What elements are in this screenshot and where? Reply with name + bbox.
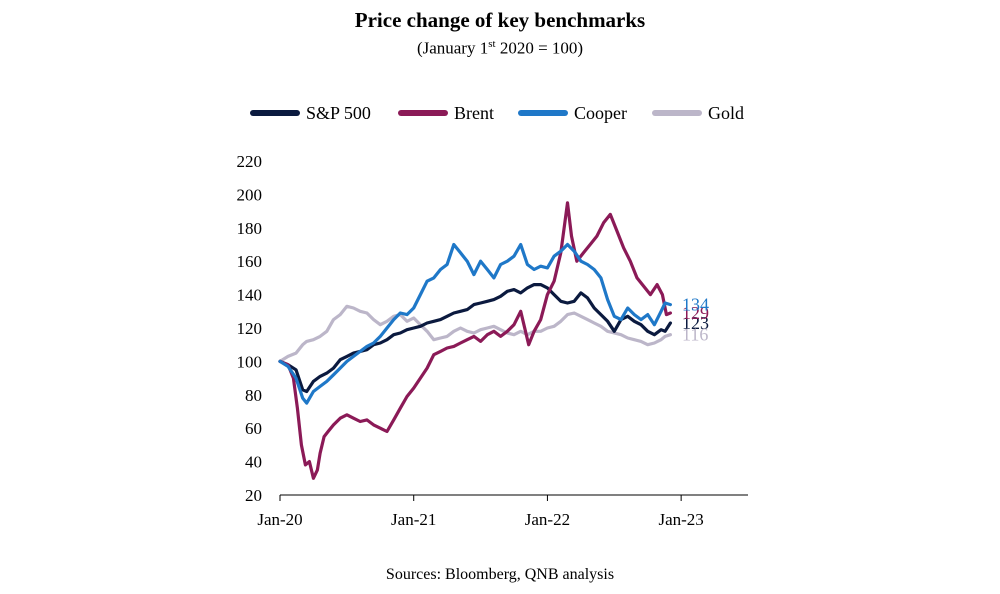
y-tick-label-180: 180: [237, 219, 263, 238]
y-tick-label-20: 20: [245, 486, 262, 505]
series-line-gold: [278, 304, 673, 363]
end-label-brent: 129: [682, 303, 709, 323]
legend-label-cooper: Cooper: [574, 102, 627, 123]
series-line-cooper: [278, 242, 673, 405]
legend-label-sp500: S&P 500: [306, 102, 371, 123]
x-tick-label-Jan-22: Jan-22: [525, 510, 570, 529]
y-tick-label-140: 140: [237, 286, 263, 305]
legend-item-sp500: S&P 500: [250, 100, 371, 126]
y-tick-label-120: 120: [237, 319, 263, 338]
y-tick-label-220: 220: [237, 152, 263, 171]
series-lines: [278, 201, 673, 480]
legend: S&P 500 Brent Cooper Gold: [250, 100, 770, 126]
series-line-brent: [278, 201, 673, 480]
y-tick-label-100: 100: [237, 352, 263, 371]
y-tick-label-200: 200: [237, 185, 263, 204]
x-tick-label-Jan-23: Jan-23: [658, 510, 703, 529]
y-tick-label-160: 160: [237, 252, 263, 271]
legend-label-gold: Gold: [708, 102, 744, 123]
legend-item-cooper: Cooper: [518, 100, 627, 126]
legend-swatch-sp500: [250, 110, 300, 116]
chart-source: Sources: Bloomberg, QNB analysis: [385, 566, 615, 583]
chart-subtitle: (January 1st 2020 = 100): [0, 38, 1000, 59]
x-tick-label-Jan-20: Jan-20: [257, 510, 302, 529]
x-axis: Jan-20 Jan-21 Jan-22 Jan-23: [257, 494, 748, 529]
end-label-s-p-500: 123: [682, 313, 709, 333]
legend-swatch-cooper: [518, 110, 568, 116]
y-axis-labels: 20 40 60 80 100 120 140 160 180 200 220: [237, 152, 263, 505]
legend-label-brent: Brent: [454, 102, 494, 123]
legend-item-gold: Gold: [652, 100, 744, 126]
subtitle-sup: st: [488, 38, 496, 50]
legend-swatch-brent: [398, 110, 448, 116]
series-line-s-p-500: [278, 283, 673, 394]
x-tick-label-Jan-21: Jan-21: [391, 510, 436, 529]
y-tick-label-60: 60: [245, 419, 262, 438]
end-label-gold: 116: [682, 325, 708, 345]
subtitle-prefix: (January 1: [416, 38, 489, 58]
y-tick-label-80: 80: [245, 386, 262, 405]
subtitle-suffix: 2020 = 100): [495, 38, 584, 58]
y-tick-label-40: 40: [245, 453, 262, 472]
legend-item-brent: Brent: [398, 100, 494, 126]
legend-swatch-gold: [652, 110, 702, 116]
end-label-cooper: 134: [682, 295, 709, 315]
chart-title: Price change of key benchmarks: [354, 8, 646, 32]
